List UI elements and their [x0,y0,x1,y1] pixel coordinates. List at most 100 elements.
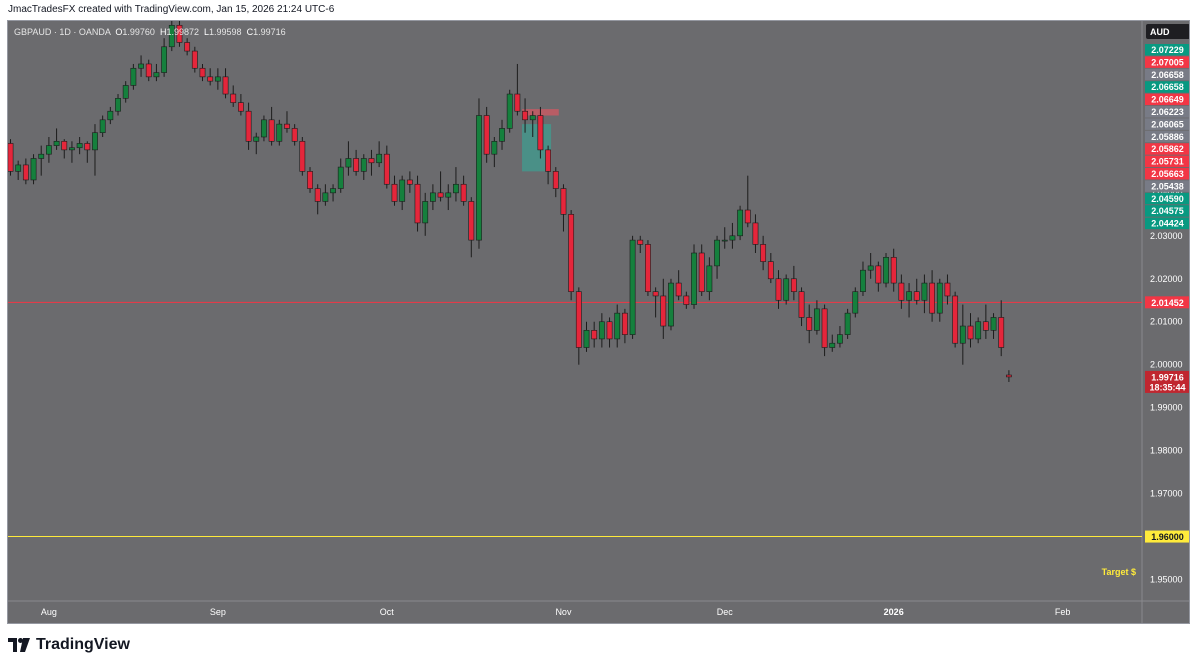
candle-body [115,98,121,112]
candle-body [998,317,1005,348]
candle-body [783,278,790,301]
candle-body [453,183,459,194]
candle-body [299,140,306,172]
candle-body [368,158,375,164]
candle-body [691,252,697,305]
candle-body [952,295,959,344]
candle-body [30,158,37,181]
candle-body [230,93,237,103]
candle-body [69,147,75,151]
candle-body [936,282,943,314]
candle-body [867,265,874,271]
candle-body [15,164,22,172]
price-label-text: 2.04590 [1151,194,1184,204]
candle-body [476,115,482,241]
price-tick-label: 2.03000 [1150,231,1183,241]
candle-body [552,171,559,189]
candle-body [406,179,413,185]
candle-body [637,239,644,245]
candle-body [76,143,83,149]
candle-body [645,244,651,292]
price-label-text: 2.07229 [1151,45,1184,55]
candle-body [345,158,352,168]
candlestick-chart[interactable]: 2.040002.030002.020002.010002.000001.990… [8,21,1190,624]
candle-body [191,50,198,69]
candle-body [560,188,567,215]
candle-body [967,325,974,340]
candle-body [575,291,582,348]
price-tick-label: 1.95000 [1150,575,1183,585]
candle-body [161,46,167,73]
price-tick-label: 2.01000 [1150,317,1183,327]
candle-body [906,291,912,301]
price-label-text: 2.05862 [1151,144,1184,154]
candle-body [391,183,398,202]
price-tick-label: 1.99000 [1150,403,1183,413]
currency-badge[interactable] [1146,24,1190,39]
candle-body [721,239,728,242]
price-label-text: 2.06658 [1151,82,1184,92]
candle-body [253,136,260,142]
candle-body [652,291,659,297]
price-label-text: 2.04575 [1151,206,1184,216]
candle-body [414,183,421,224]
candle-body [8,143,14,172]
candle-body [798,291,805,318]
low-value: 1.99598 [209,27,242,37]
open-value: 1.99760 [122,27,155,37]
candle-body [153,72,160,78]
candle-body [614,312,621,340]
candle-body [744,209,751,224]
candle-body [660,295,667,327]
time-tick-label: Nov [555,607,572,617]
candle-body [176,24,183,43]
level-price-text: 1.96000 [1151,532,1184,542]
candle-body [422,201,429,224]
candle-body [714,239,720,267]
tradingview-logo[interactable]: TradingView [8,636,130,654]
candle-body [1005,374,1012,378]
candle-body [291,128,298,142]
price-label-badge [1145,56,1189,68]
candle-body [860,269,866,292]
high-key: H [159,27,167,37]
price-label-badge [1145,130,1189,143]
candle-body [522,110,528,121]
time-tick-label: Feb [1055,607,1071,617]
candle-body [629,239,636,335]
chart-frame[interactable]: 2.040002.030002.020002.010002.000001.990… [7,20,1190,624]
price-label-text: 2.04424 [1151,219,1184,229]
current-price-badge [1145,370,1189,393]
bar-countdown-text: 18:35:44 [1149,382,1185,392]
candle-body [307,171,313,189]
price-label-text: 2.05663 [1151,169,1184,179]
candle-body [99,119,106,134]
candle-body [92,132,98,151]
high-value: 1.99872 [166,27,199,37]
candle-body [875,265,882,284]
candle-body [737,209,743,237]
price-tick-label: 1.97000 [1150,489,1183,499]
candle-body [337,166,344,189]
candle-body [199,67,206,78]
close-key: C [246,27,254,37]
candle-body [898,282,905,301]
candle-body [245,110,252,142]
candle-body [760,244,767,262]
price-label-text: 2.06065 [1151,119,1184,129]
candle-body [929,282,935,314]
candle-body [729,235,736,241]
candle-body [460,183,467,202]
price-label-badge [1145,44,1189,56]
price-label-text: 2.07005 [1151,57,1184,67]
price-label-text: 2.05438 [1151,181,1184,191]
candle-body [545,149,551,172]
candle-body [353,158,359,172]
candle-body [468,201,475,241]
price-label-badge [1145,68,1189,81]
candle-body [668,282,674,327]
price-label-badge [1145,168,1189,180]
level-price-text: 2.01452 [1151,298,1184,308]
candle-body [821,308,828,348]
candle-body [675,282,682,297]
